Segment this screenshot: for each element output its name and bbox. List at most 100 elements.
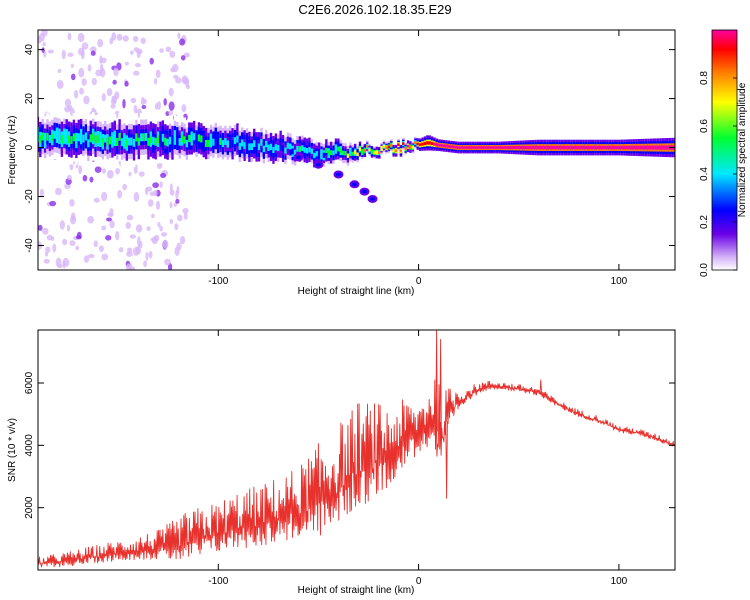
spectrogram-noise-speck — [101, 93, 106, 102]
spectrogram-cell — [591, 145, 595, 150]
spectrogram-cell — [637, 145, 641, 150]
spectrogram-cell — [104, 134, 107, 143]
colorbar — [711, 29, 738, 271]
spectrogram-cell — [659, 145, 662, 150]
spectrogram-noise-speck — [105, 234, 112, 241]
spectrogram-heat-layer — [38, 30, 675, 270]
spectrogram-noise-speck — [159, 48, 164, 53]
spectrogram-cell — [341, 150, 345, 156]
spectrogram-noise-speck — [77, 32, 85, 43]
spectrogram-noise-speck — [76, 231, 82, 239]
spectrogram-cell — [418, 143, 422, 147]
spectrogram-noise-speck — [101, 253, 109, 261]
spectrogram-cell — [628, 145, 631, 150]
spectrogram-noise-speck — [55, 187, 62, 196]
spectrogram-cell — [399, 149, 403, 153]
spectrogram-cell — [459, 146, 463, 149]
spectrogram-cell — [132, 138, 136, 147]
spectrogram-noise-speck — [169, 189, 175, 196]
spectrogram-cell — [375, 151, 379, 154]
spectrogram-cell — [118, 132, 122, 141]
colorbar-label: Normalized spectral amplitude — [737, 82, 748, 217]
spectrogram-cell — [147, 137, 150, 146]
spectrogram-cell — [277, 144, 280, 152]
spectrogram-cell — [188, 134, 191, 143]
spectrogram-cell — [344, 150, 347, 156]
spectrogram-noise-speck — [115, 231, 120, 241]
spectrogram-noise-speck — [125, 222, 131, 230]
spectrogram-cell — [164, 137, 167, 146]
spectrogram-noise-speck — [93, 240, 99, 248]
spectrogram-cell — [214, 134, 218, 142]
spectrogram-branch-core — [362, 189, 368, 194]
spectrogram-noise-speck — [155, 69, 161, 79]
spectrogram-noise-speck — [159, 181, 163, 189]
spectrogram-noise-speck — [56, 79, 64, 89]
spectrogram-noise-speck — [70, 63, 74, 68]
spectrogram-noise-speck — [122, 98, 126, 109]
spectrogram-cell — [522, 145, 525, 150]
spectrogram-cell — [190, 134, 194, 143]
spectrogram-cell — [250, 143, 254, 151]
spectrogram-cell — [541, 145, 545, 150]
spectrogram-noise-speck — [182, 207, 189, 214]
spectrogram-cell — [652, 145, 655, 150]
spectrogram-cell — [313, 152, 316, 159]
spectrogram-noise-speck — [174, 246, 180, 256]
spectrogram-cell — [618, 145, 622, 150]
spectrogram-noise-speck — [160, 172, 167, 178]
spectrogram-cell — [358, 147, 362, 151]
spectrogram-noise-speck — [83, 95, 90, 105]
spectrogram-cell — [587, 145, 590, 150]
spectrogram-noise-speck — [122, 35, 129, 42]
spectrogram-noise-speck — [153, 189, 158, 197]
spectrogram-cell — [265, 140, 268, 148]
spectrogram-cell — [99, 135, 102, 144]
spectrogram-noise-speck — [165, 46, 172, 53]
spectrogram-noise-speck — [45, 246, 51, 253]
spectrogram-noise-speck — [173, 74, 179, 79]
spectrogram-cell — [226, 140, 230, 148]
spectrogram-noise-speck — [61, 49, 66, 60]
spectrogram-noise-speck — [168, 101, 175, 111]
spectrogram-cell — [486, 146, 489, 149]
spectrogram-noise-speck — [69, 199, 75, 207]
spectrogram-cell — [183, 136, 186, 144]
spectrogram-noise-speck — [153, 77, 158, 85]
spectrogram-noise-speck — [182, 77, 189, 85]
spectrogram-cell — [625, 145, 629, 150]
spectrogram-cell — [433, 142, 436, 146]
spectrogram-noise-speck — [183, 212, 188, 220]
spectrogram-cell — [79, 132, 83, 141]
spectrogram-cell — [426, 141, 429, 145]
spectrogram-noise-speck — [181, 104, 187, 113]
spectrogram-cell — [135, 133, 138, 142]
spectrogram-cell — [498, 146, 501, 149]
spectrogram-cell — [505, 146, 509, 149]
spectrogram-noise-speck — [130, 266, 136, 270]
spectrogram-noise-speck — [97, 38, 104, 48]
spectrogram-cell — [524, 145, 528, 150]
spectrogram-noise-speck — [112, 79, 117, 85]
spectrogram-cell — [339, 148, 343, 153]
spectrogram-cell — [656, 145, 660, 150]
spectrogram-cell — [361, 150, 364, 154]
spectrogram-noise-speck — [147, 199, 154, 207]
spectrogram-cell — [623, 145, 626, 150]
spectrogram-cell — [303, 147, 307, 153]
spectrogram-cell — [454, 145, 458, 149]
spectrogram-noise-speck — [130, 50, 134, 55]
spectrogram-cell — [346, 153, 350, 158]
spectrogram-cell — [322, 152, 326, 158]
spectrogram-noise-speck — [124, 80, 129, 87]
spectrogram-cell — [267, 144, 271, 152]
spectrogram-y-axis-title: Frequency (Hz) — [7, 116, 18, 185]
spectrogram-cell — [197, 134, 201, 142]
spectrogram-cell — [207, 140, 210, 148]
spectrogram-cell — [125, 139, 129, 148]
spectrogram-noise-speck — [134, 63, 141, 68]
colorbar-tick-label: 0.4 — [699, 167, 710, 181]
spectrogram-cell — [442, 144, 446, 148]
spectrogram-cell — [534, 145, 537, 150]
spectrogram-cell — [370, 150, 374, 154]
